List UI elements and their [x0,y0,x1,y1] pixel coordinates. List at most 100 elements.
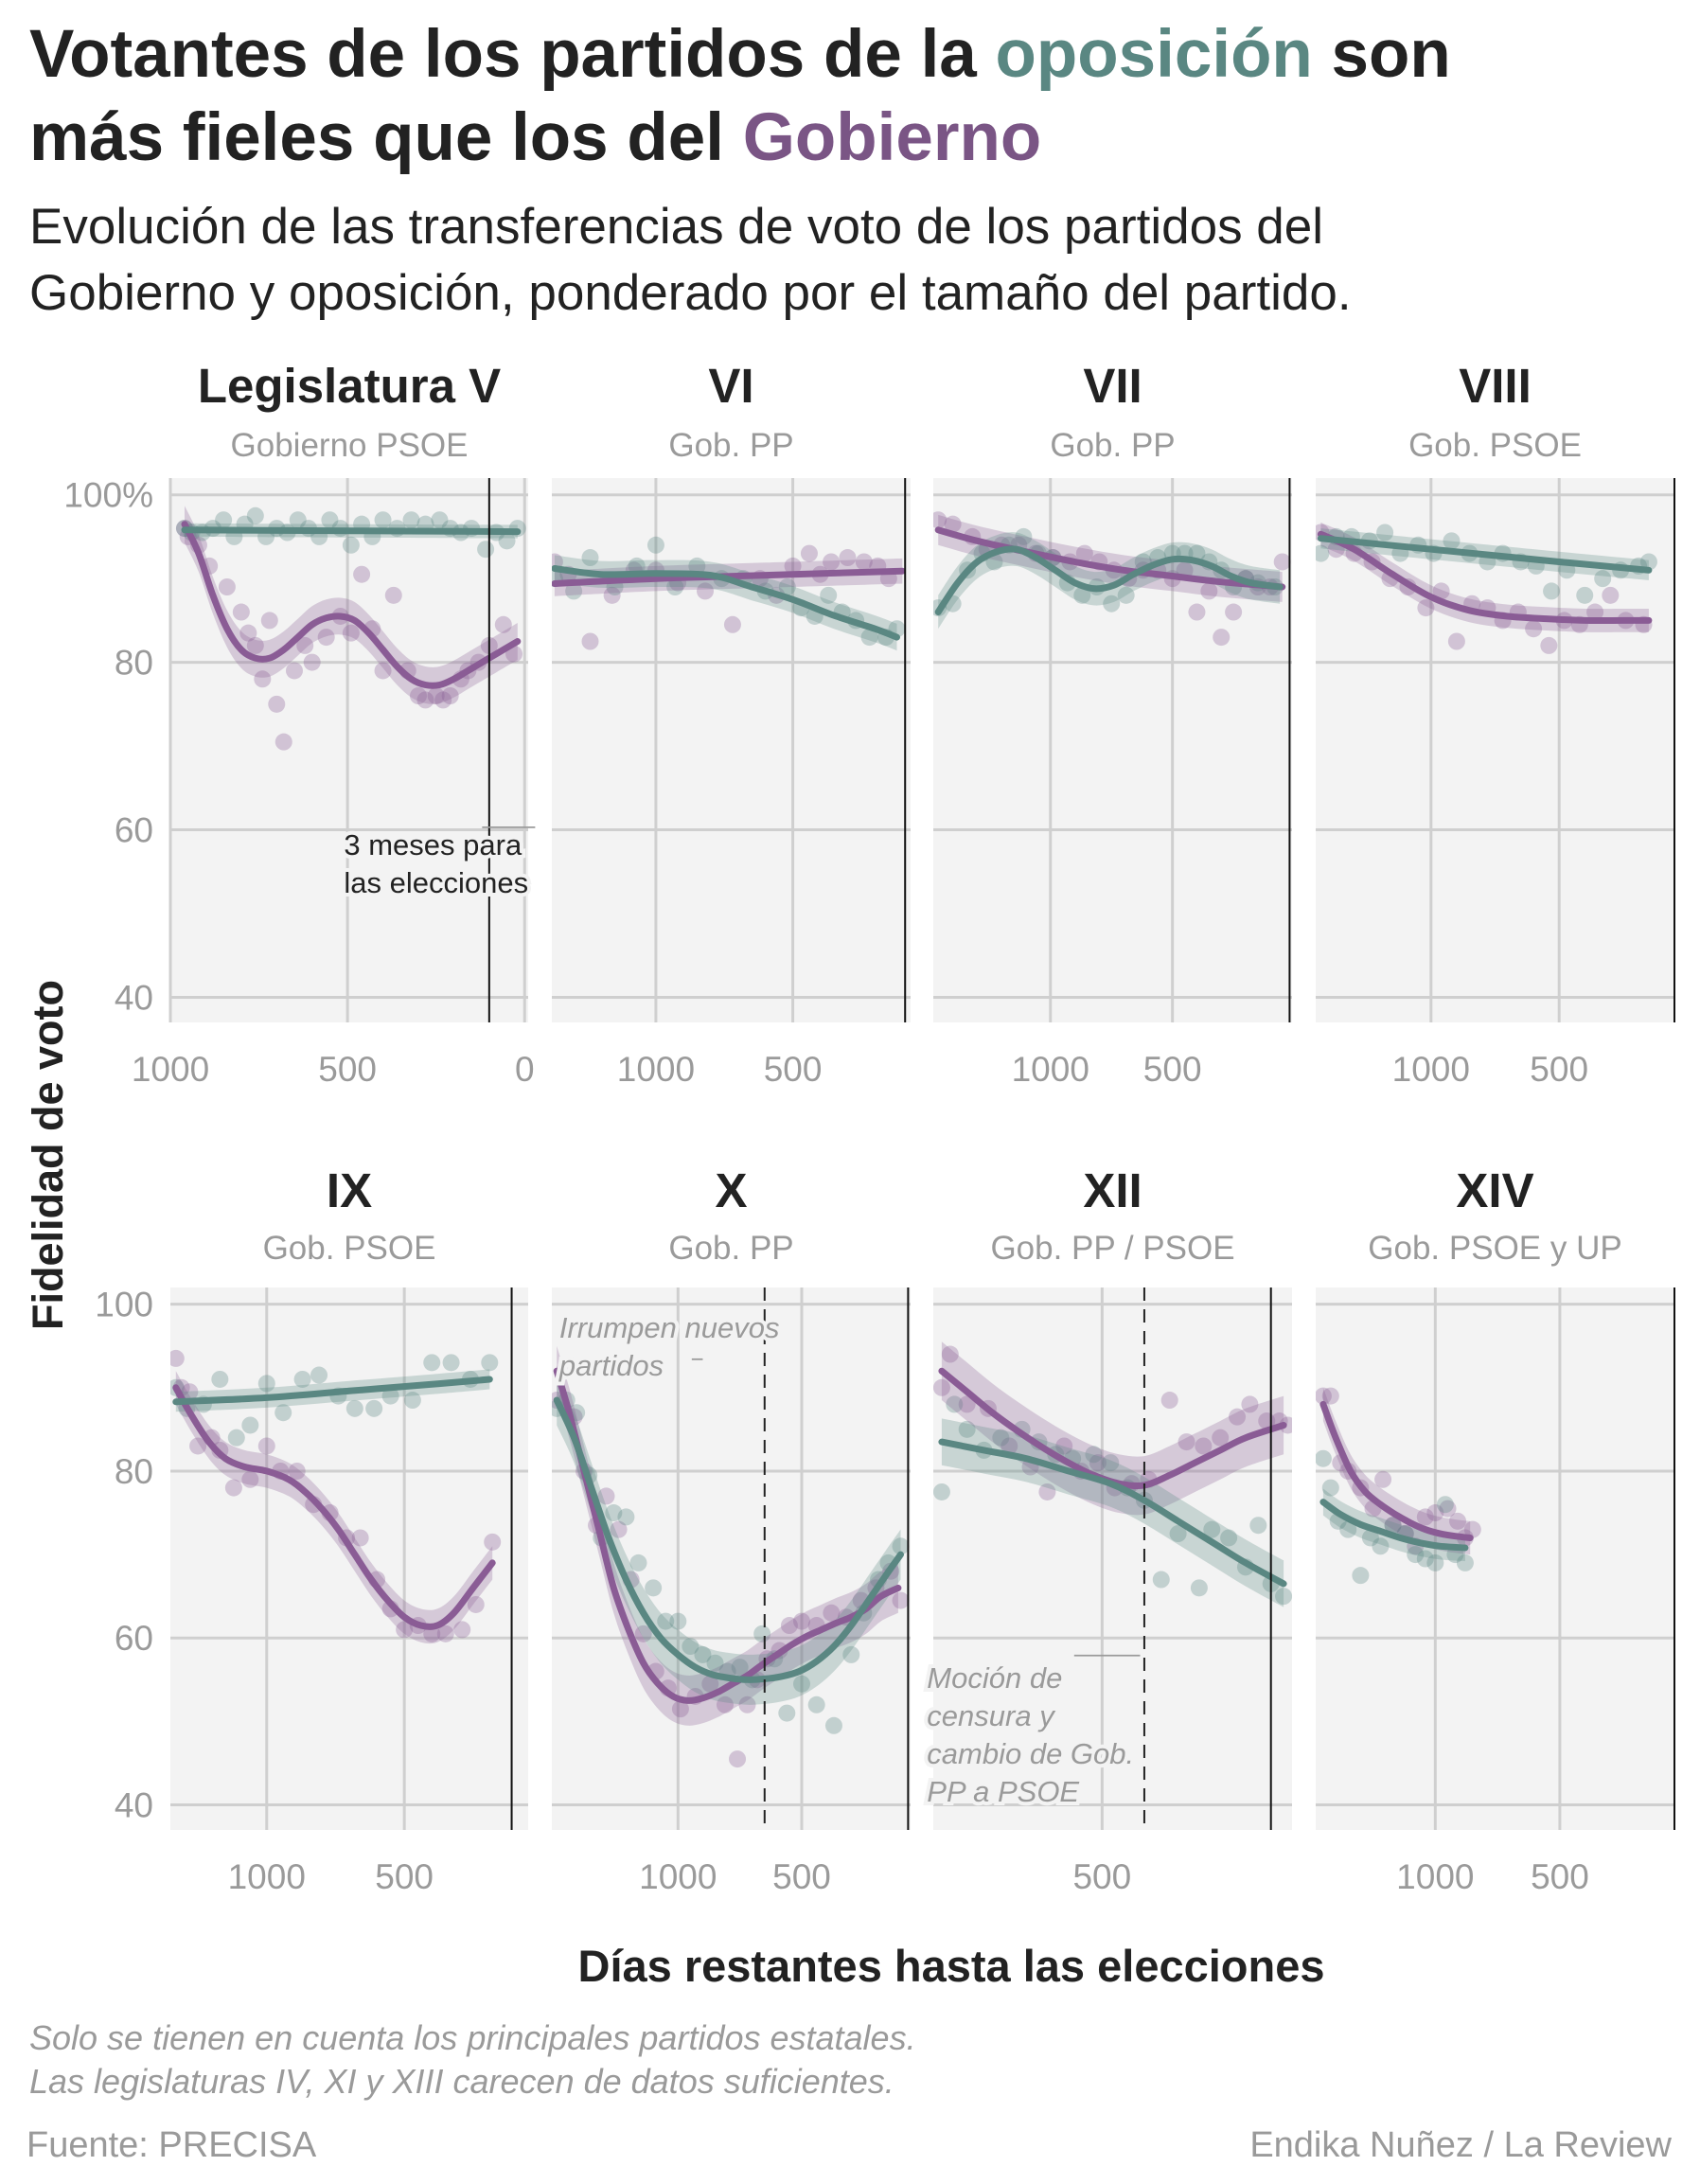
x-tick-label: 1000 [639,1857,717,1896]
panel-subtitle: Gob. PP [1050,427,1175,464]
government-point [246,636,264,654]
government-trend-line [1319,1400,1474,1541]
opposition-point [498,532,516,550]
opposition-point [1117,586,1135,604]
panel-subtitle: Gob. PSOE [263,1230,436,1267]
opposition-point [1384,1517,1402,1535]
opposition-point [1576,586,1594,604]
government-point [254,670,272,688]
government-point [218,578,236,595]
government-point [1447,632,1465,650]
title-government-word: Gobierno [742,100,1042,175]
government-point [1525,620,1543,638]
government-point [1160,1392,1178,1410]
government-point [409,687,427,704]
panel-7: XII Gob. PP / PSOE 500 Moción de censura y ca… [923,1163,1292,1896]
panel-subtitle: Gob. PP / PSOE [990,1230,1234,1267]
opposition-point [1220,1529,1238,1547]
x-tick-label: 1000 [228,1857,306,1896]
title-opposition-word: oposición [995,17,1313,92]
government-confidence-band [175,1371,493,1644]
government-point [170,1349,185,1367]
plot-area [933,511,1291,647]
government-point [892,1591,910,1609]
government-point [1432,582,1450,600]
opposition-point [1190,1579,1208,1597]
panel-background [170,478,528,1022]
opposition-point [688,557,706,575]
opposition-point [1436,1496,1454,1514]
x-tick-label: 1000 [132,1050,209,1089]
opposition-point [1639,553,1657,571]
government-point [1449,1512,1467,1530]
opposition-point [321,511,339,529]
government-point [1439,1500,1457,1518]
opposition-trend-line [938,1438,1287,1588]
government-point [780,1617,798,1635]
opposition-point [731,1659,749,1677]
government-point [716,1696,734,1713]
government-point [1213,629,1231,647]
government-point [224,1479,242,1497]
government-point [1212,1429,1230,1447]
footnote: Solo se tienen en cuenta los principales… [29,2016,916,2104]
credit-text: Endika Nuñez / La Review [1249,2125,1672,2165]
opposition-point [293,1370,311,1388]
x-axis-title: Días restantes hasta las elecciones [578,1941,1325,1988]
y-tick-label: 60 [115,1619,153,1658]
government-point [1241,1395,1259,1413]
government-point [1416,1508,1434,1526]
opposition-point [669,1612,687,1630]
opposition-point [657,1612,675,1630]
panel-6: X Gob. PP 1000 500 Irrumpen nuevos partidos [552,1163,911,1896]
subtitle-line1: Evolución de las transferencias de voto … [29,199,1324,255]
opposition-point [1456,1554,1474,1571]
footnote-line1: Solo se tienen en cuenta los principales… [29,2018,916,2057]
government-point [494,615,512,633]
government-point [274,733,292,751]
opposition-point [1339,1520,1357,1538]
government-point [581,632,599,650]
title-part1: Votantes de los partidos de la [29,17,996,92]
chart-title: Votantes de los partidos de la oposición… [29,13,1676,180]
opposition-point [1015,527,1033,545]
x-tick-label: 1000 [1012,1050,1089,1089]
government-point [342,624,360,642]
government-point [671,1700,689,1718]
opposition-point [778,578,796,595]
opposition-point [1443,532,1461,550]
government-point [792,1612,810,1630]
government-point [697,582,715,600]
panel-8: XIV Gob. PSOE y UP 1000 500 [1316,1163,1675,1896]
opposition-point [1152,1571,1170,1589]
government-point [296,636,314,654]
government-point [317,629,335,647]
government-point [941,1345,959,1363]
government-point [933,1378,950,1396]
government-point [603,586,621,604]
government-point [1586,603,1604,621]
opposition-point [342,536,360,554]
x-tick-label: 500 [1530,1050,1588,1089]
opposition-point [310,1366,328,1384]
opposition-trend-line [1317,535,1653,574]
government-point [436,1625,454,1642]
opposition-point [241,1416,259,1434]
subtitle-line2: Gobierno y oposición, ponderado por el t… [29,265,1352,321]
opposition-trend-line [553,1396,904,1683]
opposition-trend-line [552,565,900,641]
opposition-point [1316,544,1330,562]
opposition-trend-line [172,1376,493,1406]
opposition-trend-line [934,545,1284,615]
opposition-point [565,582,583,600]
government-point [823,1604,841,1622]
panel-5: IX Gob. PSOE 40 60 80 100 1000 500 [95,1163,528,1896]
x-tick-label: 500 [1143,1050,1202,1089]
annotation-text: las elecciones [344,866,528,899]
opposition-point [753,1625,771,1642]
opposition-point [666,578,684,595]
government-point [1229,1408,1247,1426]
opposition-point [706,1654,724,1672]
annotation-text: Irrumpen nuevos [559,1311,780,1344]
government-point [1374,1470,1392,1488]
